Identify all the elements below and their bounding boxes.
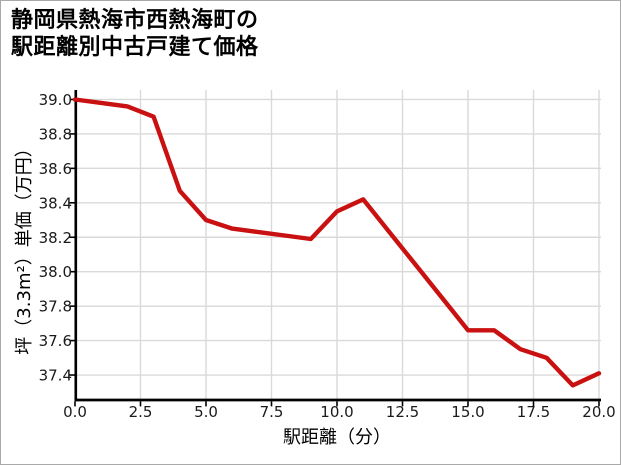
y-tick-label: 38.0 (39, 263, 72, 281)
y-axis-title: 坪（3.3m²）単価（万円） (14, 139, 35, 354)
x-tick-label: 10.0 (320, 403, 353, 421)
chart-title: 静岡県熱海市西熱海町の 駅距離別中古戸建て価格 (11, 7, 259, 61)
chart-title-line2: 駅距離別中古戸建て価格 (11, 35, 259, 60)
chart-title-line1: 静岡県熱海市西熱海町の (11, 8, 259, 33)
y-tick-label: 38.2 (39, 229, 72, 247)
x-axis-title: 駅距離（分） (283, 427, 391, 448)
x-tick-label: 20.0 (582, 403, 615, 421)
y-tick-label: 37.4 (39, 367, 72, 385)
price-line (72, 97, 602, 388)
y-tick-label: 38.6 (39, 160, 72, 178)
x-tick-label: 0.0 (63, 403, 87, 421)
x-tick-label: 17.5 (517, 403, 550, 421)
x-tick-label: 5.0 (194, 403, 218, 421)
x-tick-label: 2.5 (129, 403, 153, 421)
y-tick-label: 38.4 (39, 194, 72, 212)
x-tick-label: 15.0 (451, 403, 484, 421)
y-tick-label: 38.8 (39, 125, 72, 143)
y-tick-label: 37.6 (39, 332, 72, 350)
x-tick-label: 12.5 (386, 403, 419, 421)
y-tick-label: 37.8 (39, 298, 72, 316)
y-tick-label: 39.0 (39, 91, 72, 109)
x-tick-label: 7.5 (260, 403, 284, 421)
